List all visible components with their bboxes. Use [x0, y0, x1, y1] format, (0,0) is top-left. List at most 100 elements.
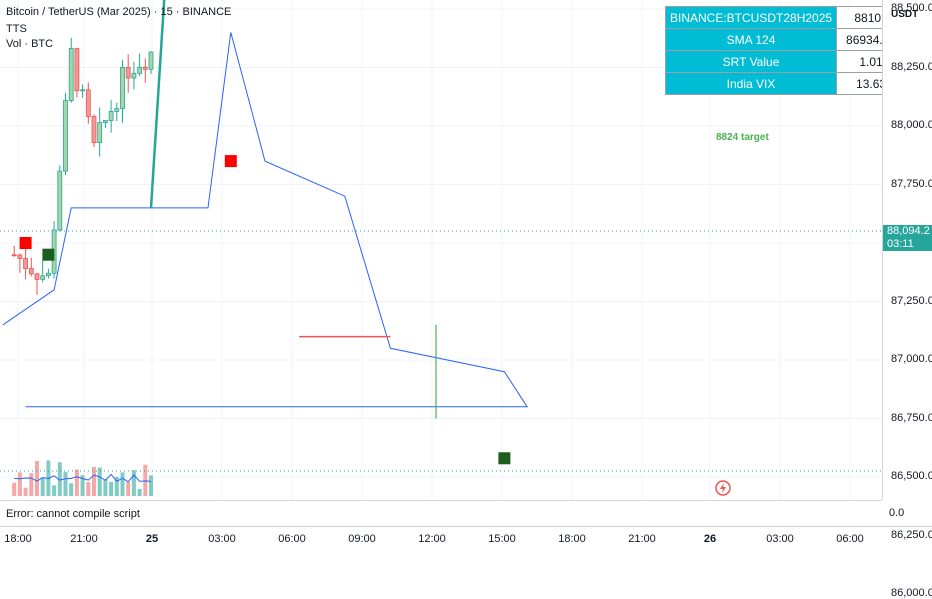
time-tick-label: 21:00	[628, 533, 656, 545]
volume-bar	[137, 488, 142, 496]
buy-signal-marker	[498, 452, 511, 465]
level-lines	[299, 324, 437, 419]
time-tick-label: 06:00	[278, 533, 306, 545]
candle-body	[57, 170, 63, 231]
candle-body	[28, 268, 34, 275]
price-tick-label: 87,000.0	[891, 353, 932, 365]
table-label: SMA 124	[664, 28, 838, 51]
candle-body	[17, 254, 23, 259]
volume-bar	[80, 475, 85, 496]
indicator-pane[interactable]: Error: cannot compile script	[0, 500, 882, 527]
candle-body	[74, 48, 80, 92]
volume-average-line	[14, 473, 152, 483]
signal-markers	[19, 155, 511, 465]
price-tick-label: 86,500.0	[891, 470, 932, 482]
candle-body	[34, 273, 40, 280]
candle-body	[103, 120, 108, 123]
candle-body	[11, 254, 17, 257]
price-chart[interactable]	[0, 0, 882, 500]
error-message: Error: cannot compile script	[6, 508, 140, 520]
volume-bar	[131, 470, 136, 496]
candle-body	[120, 66, 125, 110]
time-tick-label: 15:00	[488, 533, 516, 545]
volume-bar	[57, 462, 62, 496]
time-axis[interactable]: 18:00 21:00 25 03:00 06:00 09:00 12:00 15:00 18:…	[0, 526, 932, 551]
price-tick-label: 88,500.0	[891, 2, 932, 14]
time-tick-label: 03:00	[208, 533, 236, 545]
volume-bar	[69, 483, 74, 496]
table-label: BINANCE:BTCUSDT28H2025	[664, 6, 838, 29]
price-tick-label: 87,250.0	[891, 294, 932, 307]
target-label: 8824 target	[716, 132, 769, 143]
volume-bar	[126, 482, 131, 496]
volume-bar	[40, 477, 45, 496]
time-tick-label: 26	[703, 533, 717, 545]
volume-bar	[97, 467, 102, 496]
sma-line	[2, 32, 529, 408]
price-tick-label: 88,250.0	[891, 60, 932, 73]
currency-label[interactable]: USDT	[891, 9, 919, 20]
candle-body	[68, 48, 74, 101]
time-tick-label: 06:00	[836, 533, 864, 545]
volume-bar	[120, 472, 125, 496]
candle-body	[40, 275, 46, 280]
sell-signal-marker	[19, 237, 32, 249]
last-price-tag: 88,094.2 03:11	[883, 225, 932, 251]
candle-body	[63, 100, 68, 172]
replay-icon[interactable]	[715, 480, 731, 496]
price-tick-label: 86,750.0	[891, 411, 932, 424]
candle-body	[80, 89, 85, 92]
time-tick-label: 25	[145, 533, 159, 545]
volume-bar	[74, 469, 79, 496]
candle-body	[23, 258, 29, 269]
time-tick-label: 12:00	[418, 533, 446, 545]
candle-body	[148, 51, 154, 70]
candle-body	[131, 72, 137, 79]
candle-body	[97, 122, 103, 143]
chart-grid	[0, 0, 882, 500]
volume-bar	[52, 485, 57, 496]
buy-signal-marker	[42, 248, 55, 261]
volume-bar	[92, 467, 96, 496]
volume-bar	[114, 476, 119, 496]
sell-signal-marker	[224, 155, 237, 168]
volume-average-line	[14, 473, 152, 483]
candle-body	[142, 66, 148, 70]
candle-body	[125, 66, 131, 79]
time-tick-label: 18:00	[4, 533, 32, 545]
volume-bar	[17, 472, 22, 496]
price-tick-label: 86,250.0	[891, 528, 932, 541]
sma-124-line	[2, 32, 529, 408]
volume-bar	[109, 481, 114, 496]
last-price-value: 88,094.2	[887, 225, 930, 237]
price-tick-label: 87,750.0	[891, 177, 932, 190]
price-tick-label: 88,000.0	[891, 119, 932, 131]
price-tick-label: 86,000.0	[891, 587, 932, 599]
target-projection-line	[149, 0, 166, 208]
target-projection	[149, 0, 166, 208]
candles	[11, 37, 154, 295]
volume-bar	[12, 482, 17, 496]
table-label: India VIX	[664, 72, 838, 95]
volume-bar	[63, 471, 68, 496]
chart-area[interactable]: Bitcoin / TetherUS (Mar 2025) · 15 · BIN…	[0, 0, 882, 500]
volume-bar	[35, 460, 39, 496]
candle-body	[137, 66, 143, 74]
volume-bar	[29, 473, 34, 496]
candle-body	[91, 116, 97, 143]
symbol-title[interactable]: Bitcoin / TetherUS (Mar 2025) · 15 · BIN…	[6, 6, 232, 18]
time-tick-label: 18:00	[558, 533, 586, 545]
volume-bar	[103, 479, 108, 496]
volume-bar	[86, 482, 91, 496]
candle-body	[114, 108, 120, 112]
indicator-tts-label[interactable]: TTS	[6, 23, 27, 35]
time-tick-label: 21:00	[70, 533, 98, 545]
table-label: SRT Value	[664, 50, 838, 73]
bar-countdown: 03:11	[887, 238, 914, 250]
time-tick-label: 03:00	[766, 533, 794, 545]
candle-body	[108, 111, 114, 121]
indicator-pane-value: 0.0	[889, 507, 905, 519]
indicator-volume-label[interactable]: Vol · BTC	[6, 38, 54, 50]
time-tick-label: 09:00	[348, 533, 376, 545]
volume-bar	[23, 487, 28, 496]
